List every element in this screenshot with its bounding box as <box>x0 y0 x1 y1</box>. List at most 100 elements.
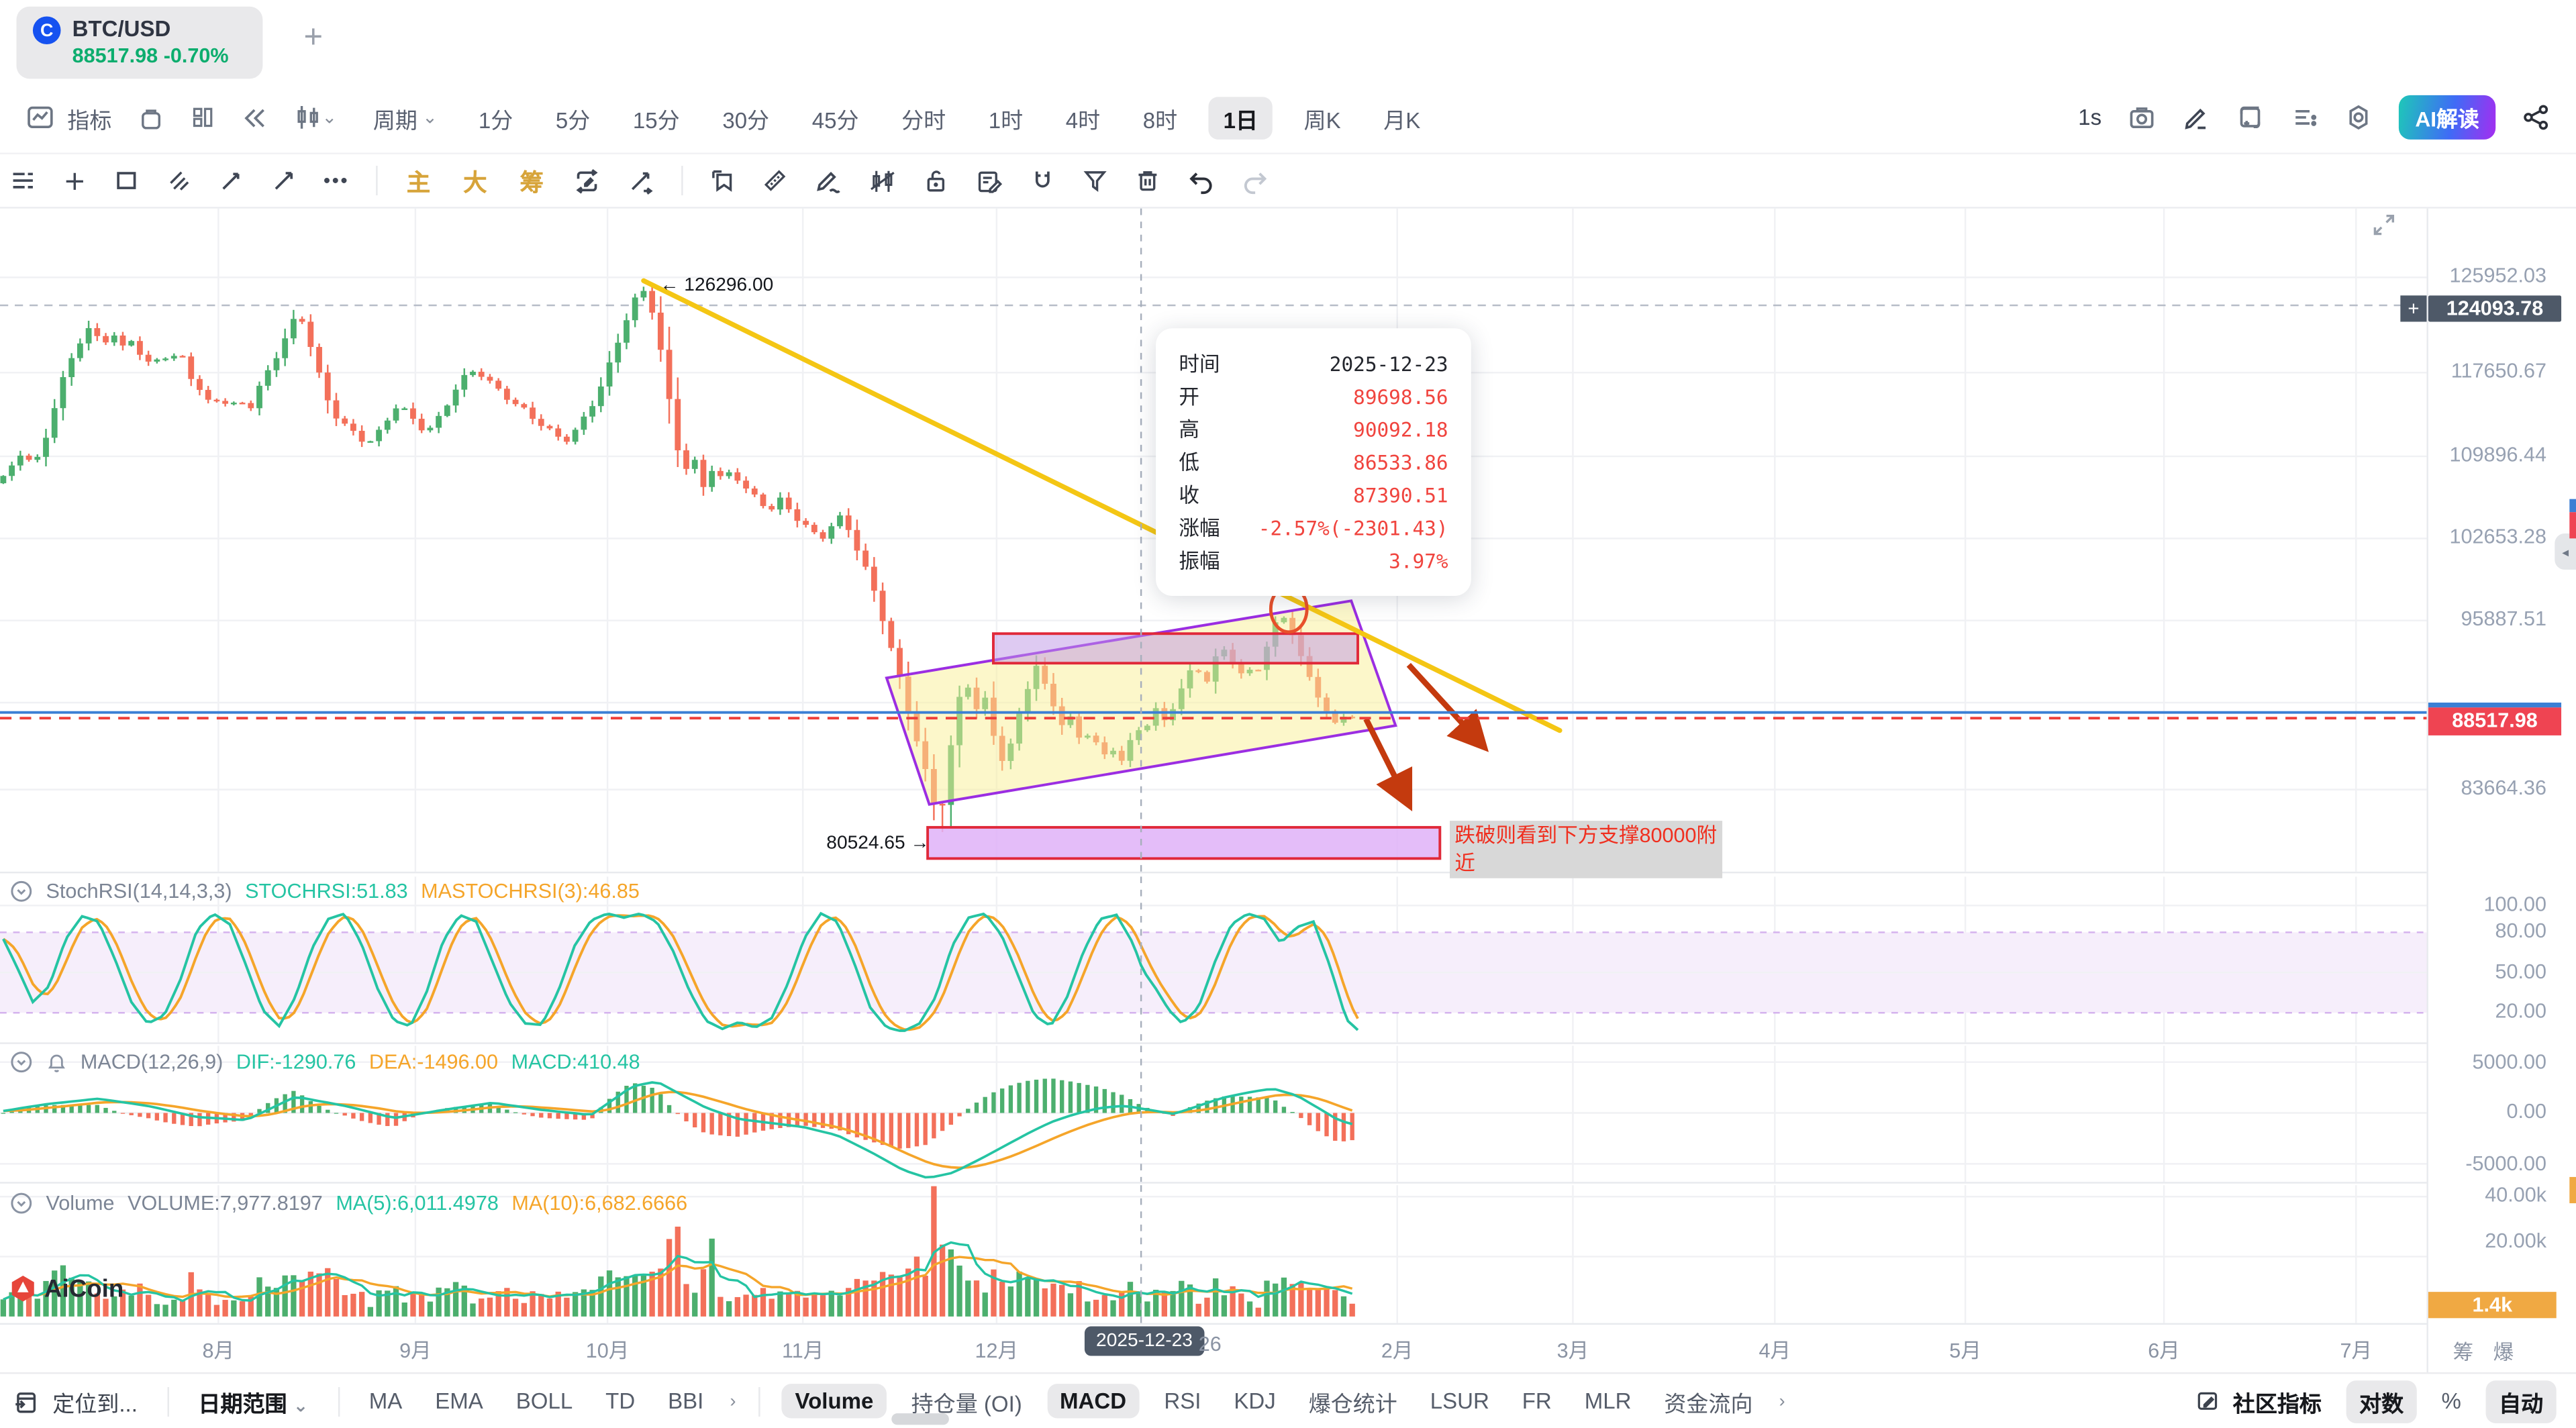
sub-indicator-MLR[interactable]: MLR <box>1584 1388 1632 1414</box>
timeframe-5分[interactable]: 5分 <box>555 107 591 132</box>
timeframe-1分[interactable]: 1分 <box>478 107 513 132</box>
more-tools-icon[interactable]: ••• <box>323 168 350 193</box>
undo-icon[interactable] <box>1187 166 1216 195</box>
overlay-indicator-BBI[interactable]: BBI <box>668 1388 704 1414</box>
chips-toggle[interactable]: 筹 <box>519 170 544 197</box>
timeframe-8时[interactable]: 8时 <box>1142 107 1178 132</box>
expand-chart-icon[interactable] <box>2371 212 2397 246</box>
menu-icon[interactable] <box>10 168 36 194</box>
sub-indicator-FR[interactable]: FR <box>1522 1388 1552 1414</box>
collapse-pane-icon[interactable] <box>10 1192 33 1215</box>
sub-indicator-RSI[interactable]: RSI <box>1164 1388 1201 1414</box>
stochrsi-k-value: STOCHRSI:51.83 <box>245 880 408 903</box>
locate-date-icon[interactable] <box>13 1388 40 1414</box>
crosshair-icon[interactable] <box>62 168 87 193</box>
sub-indicator-爆仓统计[interactable]: 爆仓统计 <box>1308 1391 1397 1416</box>
timeframe-45分[interactable]: 45分 <box>811 107 859 132</box>
symbol-tab[interactable]: C BTC/USD 88517.98 -0.70% <box>16 6 263 79</box>
sync-edit-icon[interactable] <box>573 166 601 195</box>
support-note-annotation[interactable]: 跌破则看到下方支撑80000附近 <box>1449 821 1723 878</box>
timeframe-分时[interactable]: 分时 <box>901 107 946 132</box>
sub-indicator-Volume[interactable]: Volume <box>781 1384 887 1419</box>
camera-icon[interactable] <box>2128 103 2156 132</box>
indicator-label[interactable]: 指标 <box>67 107 112 132</box>
hide-candles-icon[interactable] <box>869 166 897 195</box>
bookmark-icon[interactable] <box>709 168 736 194</box>
filter-icon[interactable] <box>1082 168 1108 194</box>
candle-style-icon[interactable]: ⌄ <box>294 103 337 132</box>
macd-params[interactable]: MACD(12,26,9) <box>80 1050 224 1074</box>
sub-indicator-KDJ[interactable]: KDJ <box>1234 1388 1276 1414</box>
magnet-icon[interactable] <box>1030 168 1056 194</box>
percent-scale-toggle[interactable]: % <box>2441 1388 2461 1414</box>
alert-bell-icon[interactable] <box>46 1052 67 1073</box>
community-indicators-button[interactable]: 社区指标 <box>2232 1391 2322 1416</box>
ruler-icon[interactable] <box>762 168 788 194</box>
overlay-indicator-MA[interactable]: MA <box>368 1388 403 1414</box>
trash-icon[interactable] <box>1135 168 1161 194</box>
chip-burst-labels[interactable]: 筹爆 <box>2453 1335 2514 1366</box>
timeframe-1日[interactable]: 1日 <box>1208 96 1273 139</box>
collapse-pane-icon[interactable] <box>10 1051 33 1074</box>
timeframe-1时[interactable]: 1时 <box>988 107 1024 132</box>
resistance-band <box>991 632 1359 665</box>
trendline-tool-icon[interactable] <box>218 168 244 194</box>
crosshair-add-button[interactable]: + <box>2400 295 2427 322</box>
period-dropdown[interactable]: 周期 ⌄ <box>373 107 438 132</box>
layout-grid-icon[interactable] <box>191 105 215 130</box>
sub-indicator-LSUR[interactable]: LSUR <box>1430 1388 1489 1414</box>
auto-scale-toggle[interactable]: 自动 <box>2485 1380 2557 1423</box>
sub-indicator-持仓量 (OI)[interactable]: 持仓量 (OI) <box>911 1391 1022 1416</box>
brush-icon[interactable] <box>815 166 843 195</box>
horizontal-scrollbar-thumb[interactable] <box>891 1413 949 1425</box>
volume-title[interactable]: Volume <box>46 1191 115 1215</box>
collapse-panel-handle[interactable]: ◂ <box>2555 533 2576 570</box>
rectangle-tool-icon[interactable] <box>113 168 140 194</box>
sub-indicator-资金流向[interactable]: 资金流向 <box>1664 1391 1753 1416</box>
collapse-pane-icon[interactable] <box>10 880 33 903</box>
timeframe-30分[interactable]: 30分 <box>722 107 770 132</box>
red-edge-marker <box>2569 512 2576 539</box>
stochrsi-pane[interactable] <box>0 876 2427 1043</box>
settings-nut-icon[interactable] <box>2344 103 2373 132</box>
indicator-chart-icon[interactable] <box>26 103 54 132</box>
support-band <box>926 825 1442 860</box>
main-chart-toggle[interactable]: 主 <box>406 170 431 197</box>
locate-date-button[interactable]: 定位到... <box>52 1391 138 1416</box>
edit-pencil-icon[interactable] <box>2182 103 2210 132</box>
macd-hist-value: MACD:410.48 <box>511 1050 640 1074</box>
ai-analysis-button[interactable]: AI解读 <box>2398 95 2496 140</box>
note-edit-icon[interactable] <box>975 166 1003 195</box>
community-edit-icon[interactable] <box>2195 1388 2220 1413</box>
unlock-icon[interactable] <box>923 168 949 194</box>
overlay-indicator-BOLL[interactable]: BOLL <box>515 1388 573 1414</box>
main-candlestick-chart[interactable]: ← 126296.00 80524.65 → <box>0 208 2427 872</box>
overlay-indicator-TD[interactable]: TD <box>605 1388 636 1414</box>
object-tree-icon[interactable] <box>2290 103 2318 132</box>
timeframe-月K[interactable]: 月K <box>1383 107 1421 132</box>
rewind-icon[interactable] <box>242 104 268 130</box>
arrow-line-icon[interactable] <box>271 168 297 194</box>
refresh-interval[interactable]: 1s <box>2078 105 2102 130</box>
share-icon[interactable] <box>2522 103 2550 132</box>
log-scale-toggle[interactable]: 对数 <box>2346 1380 2417 1423</box>
volume-pane[interactable] <box>0 1185 2427 1323</box>
chevron-right-icon[interactable]: › <box>730 1391 736 1411</box>
orderbook-icon[interactable] <box>138 104 164 130</box>
chevron-right-icon[interactable]: › <box>1779 1391 1785 1411</box>
timeframe-4时[interactable]: 4时 <box>1065 107 1101 132</box>
timeframe-15分[interactable]: 15分 <box>632 107 680 132</box>
stochrsi-params[interactable]: StochRSI(14,14,3,3) <box>46 880 232 903</box>
parallel-lines-icon[interactable] <box>166 168 192 194</box>
date-range-button[interactable]: 日期范围 ⌄ <box>198 1391 309 1416</box>
overlay-indicator-EMA[interactable]: EMA <box>435 1388 483 1414</box>
compare-lines-icon[interactable] <box>628 166 656 195</box>
macd-pane[interactable] <box>0 1046 2427 1182</box>
redo-icon[interactable] <box>1242 166 1270 195</box>
add-tab-button[interactable]: + <box>303 19 324 56</box>
timeframe-周K[interactable]: 周K <box>1303 107 1341 132</box>
sub-indicator-MACD[interactable]: MACD <box>1046 1384 1140 1419</box>
add-pane-icon[interactable] <box>2236 103 2265 132</box>
large-view-toggle[interactable]: 大 <box>463 170 487 197</box>
